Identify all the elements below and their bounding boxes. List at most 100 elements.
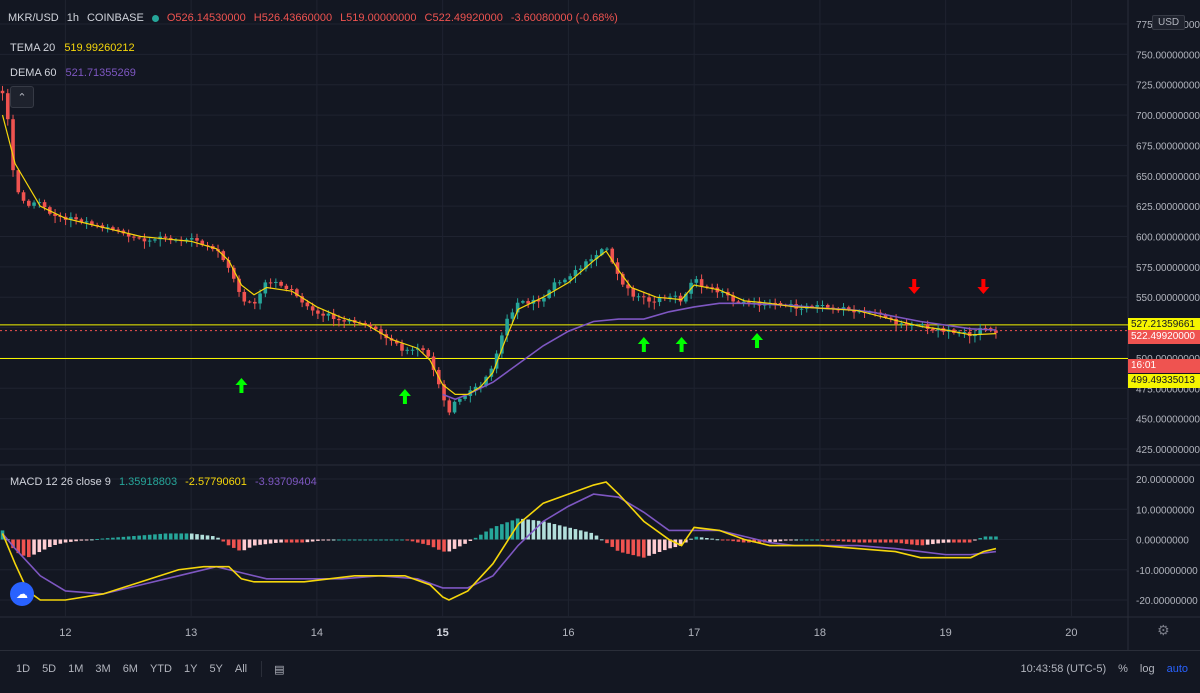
gear-icon[interactable]: ⚙ bbox=[1157, 622, 1170, 638]
candle[interactable] bbox=[53, 209, 57, 224]
auto-toggle[interactable]: auto bbox=[1166, 663, 1188, 675]
candle[interactable] bbox=[37, 198, 42, 208]
collapse-legend-button[interactable]: ⌃ bbox=[10, 86, 34, 108]
candle[interactable] bbox=[142, 233, 147, 249]
candle[interactable] bbox=[699, 274, 704, 294]
candle[interactable] bbox=[715, 283, 720, 298]
candle[interactable] bbox=[794, 299, 799, 316]
candle[interactable] bbox=[620, 271, 625, 288]
candle[interactable] bbox=[652, 296, 657, 310]
candle[interactable] bbox=[137, 236, 141, 240]
candle[interactable] bbox=[515, 298, 520, 320]
candle[interactable] bbox=[90, 219, 94, 228]
candle[interactable] bbox=[904, 319, 909, 331]
timeframe-all[interactable]: All bbox=[234, 663, 248, 675]
candle[interactable] bbox=[21, 190, 26, 204]
candle[interactable] bbox=[253, 298, 257, 310]
candle[interactable] bbox=[983, 325, 988, 333]
candle[interactable] bbox=[720, 288, 725, 298]
candle[interactable] bbox=[116, 227, 120, 234]
timeframe-ytd[interactable]: YTD bbox=[149, 663, 172, 675]
macd-legend[interactable]: MACD 12 26 close 9 1.35918803 -2.5779060… bbox=[10, 476, 322, 488]
candle[interactable] bbox=[321, 309, 325, 323]
candle[interactable] bbox=[489, 365, 494, 381]
candle[interactable] bbox=[641, 291, 646, 305]
candle[interactable] bbox=[573, 265, 578, 283]
candle[interactable] bbox=[820, 300, 825, 312]
candle[interactable] bbox=[978, 323, 982, 341]
candle[interactable] bbox=[589, 254, 594, 269]
candle[interactable] bbox=[421, 345, 425, 355]
candle[interactable] bbox=[147, 236, 152, 247]
candle[interactable] bbox=[647, 293, 651, 308]
candle[interactable] bbox=[552, 278, 557, 297]
timeframe-6m[interactable]: 6M bbox=[122, 663, 138, 675]
candle[interactable] bbox=[668, 293, 672, 303]
candlestick-series[interactable] bbox=[0, 85, 998, 416]
candle[interactable] bbox=[58, 212, 63, 222]
candle[interactable] bbox=[673, 291, 678, 304]
candle[interactable] bbox=[242, 289, 247, 306]
timeframe-1m[interactable]: 1M bbox=[68, 663, 84, 675]
candle[interactable] bbox=[973, 329, 977, 343]
candle[interactable] bbox=[247, 300, 252, 304]
indicator-legend-dema[interactable]: DEMA 60 521.71355269 bbox=[10, 67, 142, 79]
candle[interactable] bbox=[163, 233, 168, 242]
macd-pane[interactable] bbox=[0, 481, 998, 601]
timeframe-1y[interactable]: 1Y bbox=[183, 663, 198, 675]
candle[interactable] bbox=[557, 279, 562, 286]
date-range-icon[interactable]: ▤ bbox=[274, 663, 285, 676]
candle[interactable] bbox=[316, 306, 320, 319]
candle[interactable] bbox=[0, 85, 5, 101]
candle[interactable] bbox=[32, 200, 36, 209]
candle[interactable] bbox=[300, 292, 304, 308]
candle[interactable] bbox=[237, 275, 241, 297]
candle[interactable] bbox=[752, 297, 756, 308]
timeframe-5y[interactable]: 5Y bbox=[209, 663, 223, 675]
candle[interactable] bbox=[11, 114, 15, 177]
candle[interactable] bbox=[26, 199, 31, 208]
candle[interactable] bbox=[111, 225, 115, 232]
candle[interactable] bbox=[268, 278, 273, 289]
timeframe-1d[interactable]: 1D bbox=[16, 663, 31, 675]
percent-toggle[interactable]: % bbox=[1118, 663, 1128, 675]
candle[interactable] bbox=[258, 289, 262, 310]
candle[interactable] bbox=[200, 239, 205, 247]
candle[interactable] bbox=[521, 299, 525, 305]
candle[interactable] bbox=[452, 400, 457, 414]
candle[interactable] bbox=[368, 322, 373, 330]
candle[interactable] bbox=[289, 285, 294, 296]
interval-label[interactable]: 1h bbox=[66, 12, 79, 24]
candle[interactable] bbox=[5, 88, 10, 126]
candle[interactable] bbox=[347, 318, 352, 324]
tradingview-logo-icon[interactable]: ☁ bbox=[10, 582, 34, 606]
currency-badge[interactable]: USD bbox=[1152, 15, 1186, 30]
candle[interactable] bbox=[747, 298, 751, 307]
candle[interactable] bbox=[910, 321, 914, 331]
candle[interactable] bbox=[852, 305, 856, 319]
candle[interactable] bbox=[636, 293, 641, 302]
timeframe-5d[interactable]: 5D bbox=[42, 663, 57, 675]
candle[interactable] bbox=[605, 247, 609, 251]
candle[interactable] bbox=[536, 295, 541, 308]
candle[interactable] bbox=[447, 398, 452, 416]
candle[interactable] bbox=[578, 265, 583, 275]
candle[interactable] bbox=[741, 298, 746, 307]
clock-timezone[interactable]: 10:43:58 (UTC-5) bbox=[1020, 663, 1107, 675]
candle[interactable] bbox=[179, 236, 184, 247]
candle[interactable] bbox=[442, 380, 446, 407]
candle[interactable] bbox=[195, 233, 199, 248]
candle[interactable] bbox=[431, 352, 436, 377]
timeframe-3m[interactable]: 3M bbox=[95, 663, 111, 675]
candle[interactable] bbox=[274, 278, 278, 288]
candle[interactable] bbox=[189, 233, 194, 247]
candle[interactable] bbox=[584, 259, 588, 272]
candle[interactable] bbox=[16, 168, 21, 195]
candle[interactable] bbox=[815, 300, 820, 313]
candle[interactable] bbox=[994, 326, 998, 339]
candle[interactable] bbox=[563, 277, 567, 285]
candle[interactable] bbox=[394, 338, 399, 346]
candle[interactable] bbox=[946, 324, 951, 339]
candle[interactable] bbox=[279, 280, 283, 288]
